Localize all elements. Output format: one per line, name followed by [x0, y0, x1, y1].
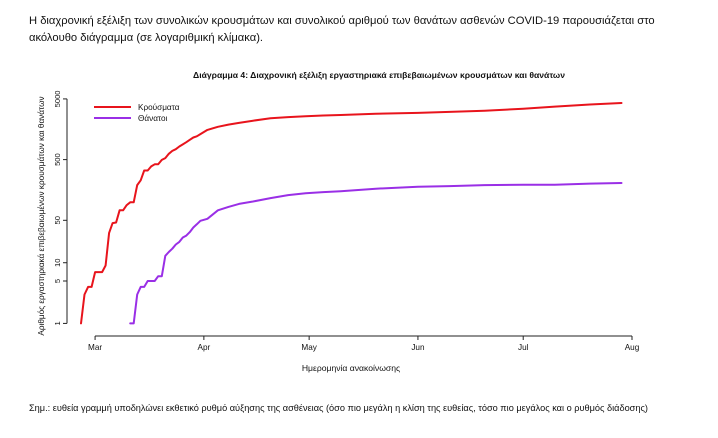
x-tick-label: Apr	[197, 343, 210, 352]
y-tick-label: 1	[53, 321, 62, 325]
y-tick-label: 5	[53, 279, 62, 283]
footnote: Σημ.: ευθεία γραμμή υποδηλώνει εκθετικό …	[29, 403, 648, 413]
y-axis: 1 5 10 50 500 5000	[53, 90, 68, 326]
x-tick-label: Jul	[518, 343, 529, 352]
cases-series-line	[80, 102, 623, 325]
y-tick-label: 50	[53, 216, 62, 224]
x-tick-label: May	[301, 343, 317, 352]
deaths-series-line	[129, 182, 623, 325]
x-tick-label: Mar	[88, 343, 102, 352]
y-axis-label: Αριθμός εργαστηριακά επιβεβαιωμένων κρου…	[37, 96, 46, 335]
legend-label: Κρούσματα	[138, 103, 180, 112]
x-axis-label: Ημερομηνία ανακοίνωσης	[302, 363, 400, 373]
x-tick-label: Jun	[411, 343, 425, 352]
chart-title: Διάγραμμα 4: Διαχρονική εξέλιξη εργαστηρ…	[193, 70, 565, 80]
x-tick-label: Aug	[625, 343, 640, 352]
line-chart: 1 5 10 50 500 5000 Mar Apr May Jun Jul Aug Αριθμός…	[37, 90, 640, 373]
intro-paragraph: Η διαχρονική εξέλιξη των συνολικών κρουσ…	[29, 15, 655, 44]
y-tick-label: 5000	[53, 90, 62, 107]
legend: Κρούσματα Θάνατοι	[94, 103, 180, 123]
series-lines	[80, 102, 623, 325]
y-tick-label: 10	[53, 258, 62, 266]
y-tick-label: 500	[53, 153, 62, 166]
legend-label: Θάνατοι	[138, 114, 168, 123]
x-axis: Mar Apr May Jun Jul Aug	[88, 335, 640, 352]
